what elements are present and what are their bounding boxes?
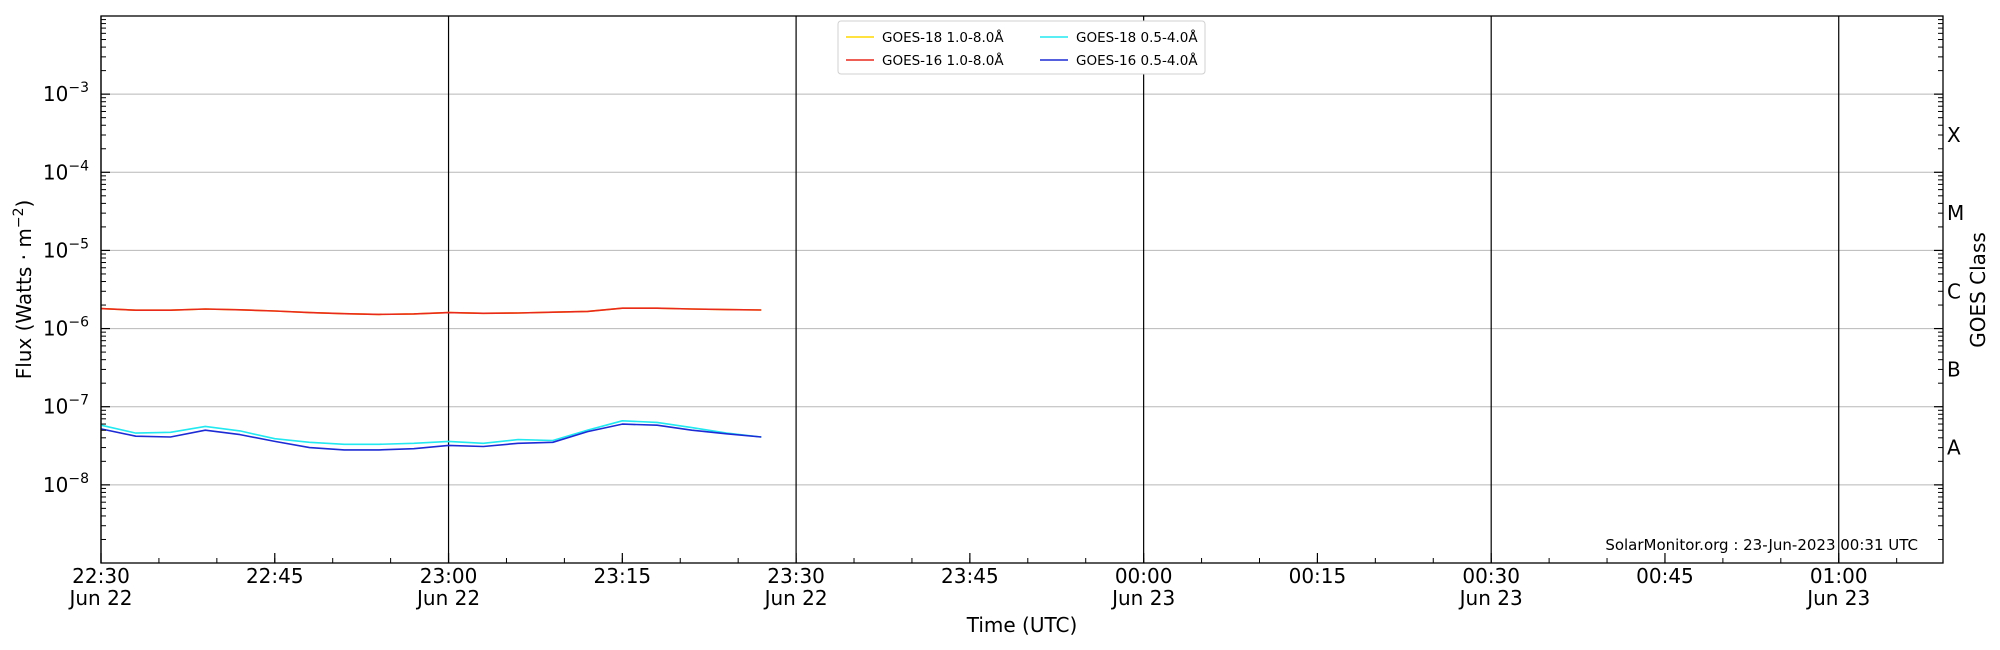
grid-layer [100,16,1943,563]
legend-box [837,20,1206,75]
y-tick-label: 10−5 [43,236,89,262]
y-tick-label: 10−3 [43,80,89,106]
goes-class-label: C [1947,279,1961,303]
y-axis-title: Flux (Watts · m−2) [11,200,36,380]
legend-label: GOES-16 1.0-8.0Å [882,52,1004,69]
series-line [100,419,762,446]
x-tick-label: 23:15 [594,564,652,588]
plot-frame [100,15,1944,564]
series-layer [100,307,762,451]
series-line [100,307,762,316]
legend-label: GOES-18 1.0-8.0Å [882,29,1004,46]
goes-class-label: X [1947,123,1961,147]
x-axis-title: Time (UTC) [966,613,1078,637]
x-tick-label: 00:00 [1115,564,1173,588]
goes-class-label: A [1947,436,1961,460]
x-tick-label: 00:30 [1462,564,1520,588]
x-tick-label: 23:45 [941,564,999,588]
y-tick-label: 10−7 [43,393,89,419]
legend-label: GOES-18 0.5-4.0Å [1076,29,1198,46]
y-tick-label: 10−6 [43,315,89,341]
x-tick-label: 01:00 [1810,564,1868,588]
y-tick-label: 10−4 [43,158,89,184]
x-tick-label: 00:45 [1636,564,1694,588]
x-tick-date: Jun 23 [1110,586,1175,610]
x-tick-label: 23:00 [420,564,478,588]
goes-class-layer: A B C M X [1947,123,1964,460]
x-tick-date: Jun 23 [1805,586,1870,610]
x-tick-date: Jun 22 [763,586,828,610]
series-line [100,423,762,451]
y-tick-label: 10−8 [43,471,89,497]
x-tick-date: Jun 23 [1458,586,1523,610]
goes-class-axis-title: GOES Class [1966,232,1990,348]
credit-text: SolarMonitor.org : 23-Jun-2023 00:31 UTC [1605,536,1918,554]
x-tick-label: 22:45 [246,564,304,588]
x-tick-label: 22:30 [72,564,130,588]
x-tick-date: Jun 22 [67,586,132,610]
x-tick-label: 23:30 [767,564,825,588]
legend-label: GOES-16 0.5-4.0Å [1076,52,1198,69]
x-tick-label: 00:15 [1289,564,1347,588]
x-tick-date: Jun 22 [415,586,480,610]
goes-class-label: M [1947,201,1964,225]
goes-class-label: B [1947,357,1961,381]
legend: GOES-18 1.0-8.0Å GOES-16 1.0-8.0Å GOES-18 … [837,20,1206,75]
